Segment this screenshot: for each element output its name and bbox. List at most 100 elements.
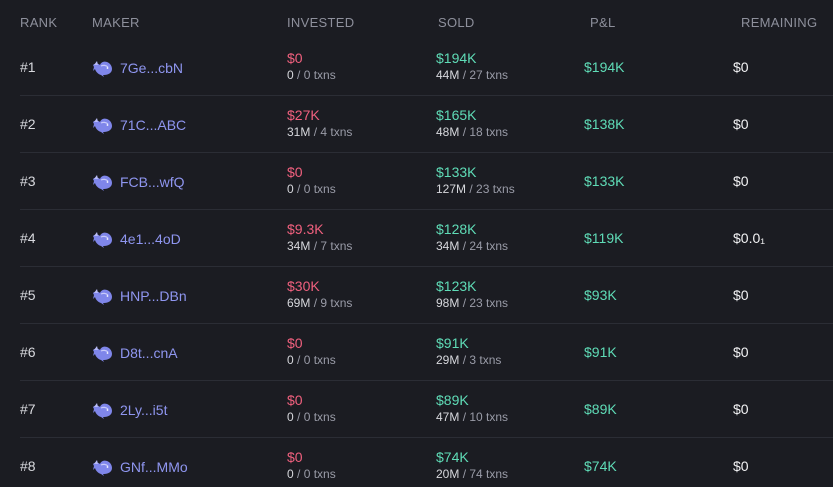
header-rank[interactable]: RANK <box>20 15 58 30</box>
remaining-value: $0 <box>733 173 749 189</box>
maker-address: 71C...ABC <box>120 116 187 133</box>
invested-detail: 0 / 0 txns <box>287 410 336 424</box>
maker-address: HNP...DBn <box>120 287 187 304</box>
whale-icon <box>93 459 112 476</box>
sold-detail: 48M / 18 txns <box>436 125 509 139</box>
sold-value: $74K <box>436 449 469 465</box>
pnl-value: $91K <box>584 344 617 360</box>
remaining-value: $0 <box>733 344 749 360</box>
invested-value: $30K <box>287 278 320 294</box>
invested-detail: 34M / 7 txns <box>287 239 353 253</box>
maker-link[interactable]: D8t...cnA <box>92 324 178 381</box>
invested-value: $27K <box>287 107 320 123</box>
rank-cell: #3 <box>20 173 36 189</box>
whale-icon <box>93 402 112 419</box>
sold-detail: 34M / 24 txns <box>436 239 509 253</box>
whale-icon <box>93 60 112 77</box>
pnl-value: $119K <box>584 230 624 246</box>
sold-detail: 98M / 23 txns <box>436 296 509 310</box>
maker-address: GNf...MMo <box>120 458 188 475</box>
invested-detail: 0 / 0 txns <box>287 68 336 82</box>
maker-link[interactable]: 2Ly...i5t <box>92 381 167 438</box>
remaining-value: $0 <box>733 287 749 303</box>
sold-value: $133K <box>436 164 477 180</box>
pnl-value: $93K <box>584 287 617 303</box>
sold-value: $89K <box>436 392 469 408</box>
maker-link[interactable]: FCB...wfQ <box>92 153 185 210</box>
maker-link[interactable]: 7Ge...cbN <box>92 39 183 96</box>
invested-detail: 69M / 9 txns <box>287 296 353 310</box>
sold-cell: $123K 98M / 23 txns <box>436 278 508 311</box>
header-invested[interactable]: INVESTED <box>287 15 355 30</box>
invested-cell: $0 0 / 0 txns <box>287 392 336 425</box>
maker-address: 7Ge...cbN <box>120 59 184 76</box>
sold-cell: $133K 127M / 23 txns <box>436 164 515 197</box>
whale-icon <box>93 231 112 248</box>
sold-cell: $128K 34M / 24 txns <box>436 221 508 254</box>
invested-value: $9.3K <box>287 221 324 237</box>
sold-value: $91K <box>436 335 469 351</box>
sold-detail: 44M / 27 txns <box>436 68 509 82</box>
table-header: RANK MAKER INVESTED SOLD P&L REMAINING <box>0 0 833 44</box>
rank-cell: #7 <box>20 401 36 417</box>
remaining-value: $0.0₁ <box>733 230 765 246</box>
maker-link[interactable]: HNP...DBn <box>92 267 187 324</box>
remaining-value: $0 <box>733 116 749 132</box>
table-row[interactable]: #6 D8t...cnA $0 0 / 0 txns $91K 29M / 3 … <box>20 324 833 381</box>
remaining-value: $0 <box>733 401 749 417</box>
remaining-value: $0 <box>733 458 749 474</box>
maker-link[interactable]: 71C...ABC <box>92 96 186 153</box>
sold-detail: 127M / 23 txns <box>436 182 515 196</box>
table-row[interactable]: #7 2Ly...i5t $0 0 / 0 txns $89K 47M / 10… <box>20 381 833 438</box>
whale-icon <box>93 174 112 191</box>
pnl-value: $194K <box>584 59 625 75</box>
invested-cell: $9.3K 34M / 7 txns <box>287 221 352 254</box>
invested-detail: 31M / 4 txns <box>287 125 353 139</box>
rank-cell: #1 <box>20 59 36 75</box>
sold-cell: $91K 29M / 3 txns <box>436 335 501 368</box>
rank-cell: #2 <box>20 116 36 132</box>
rank-cell: #5 <box>20 287 36 303</box>
sold-value: $194K <box>436 50 477 66</box>
sold-cell: $89K 47M / 10 txns <box>436 392 508 425</box>
table-row[interactable]: #8 GNf...MMo $0 0 / 0 txns $74K 20M / 74… <box>20 438 833 487</box>
remaining-value: $0 <box>733 59 749 75</box>
invested-value: $0 <box>287 335 303 351</box>
table-row[interactable]: #5 HNP...DBn $30K 69M / 9 txns $123K 98M… <box>20 267 833 324</box>
sold-detail: 47M / 10 txns <box>436 410 509 424</box>
header-sold[interactable]: SOLD <box>438 15 475 30</box>
rank-cell: #8 <box>20 458 36 474</box>
invested-value: $0 <box>287 164 303 180</box>
invested-value: $0 <box>287 392 303 408</box>
whale-icon <box>93 117 112 134</box>
whale-icon <box>93 288 112 305</box>
invested-cell: $30K 69M / 9 txns <box>287 278 352 311</box>
table-row[interactable]: #2 71C...ABC $27K 31M / 4 txns $165K 48M… <box>20 96 833 153</box>
maker-link[interactable]: GNf...MMo <box>92 438 188 487</box>
pnl-value: $138K <box>584 116 625 132</box>
maker-link[interactable]: 4e1...4oD <box>92 210 181 267</box>
header-pnl[interactable]: P&L <box>590 15 616 30</box>
invested-cell: $0 0 / 0 txns <box>287 164 336 197</box>
rank-cell: #6 <box>20 344 36 360</box>
pnl-value: $133K <box>584 173 625 189</box>
invested-cell: $27K 31M / 4 txns <box>287 107 352 140</box>
invested-cell: $0 0 / 0 txns <box>287 50 336 83</box>
sold-detail: 29M / 3 txns <box>436 353 502 367</box>
sold-value: $128K <box>436 221 477 237</box>
maker-address: 4e1...4oD <box>120 230 181 247</box>
sold-cell: $74K 20M / 74 txns <box>436 449 508 482</box>
invested-value: $0 <box>287 449 303 465</box>
pnl-value: $89K <box>584 401 617 417</box>
table-row[interactable]: #3 FCB...wfQ $0 0 / 0 txns $133K 127M / … <box>20 153 833 210</box>
invested-detail: 0 / 0 txns <box>287 353 336 367</box>
invested-detail: 0 / 0 txns <box>287 467 336 481</box>
sold-detail: 20M / 74 txns <box>436 467 509 481</box>
header-remaining[interactable]: REMAINING <box>741 15 818 30</box>
whale-icon <box>93 345 112 362</box>
table-row[interactable]: #4 4e1...4oD $9.3K 34M / 7 txns $128K 34… <box>20 210 833 267</box>
table-row[interactable]: #1 7Ge...cbN $0 0 / 0 txns $194K 44M / 2… <box>20 39 833 96</box>
header-maker[interactable]: MAKER <box>92 15 140 30</box>
sold-value: $165K <box>436 107 477 123</box>
sold-cell: $194K 44M / 27 txns <box>436 50 508 83</box>
